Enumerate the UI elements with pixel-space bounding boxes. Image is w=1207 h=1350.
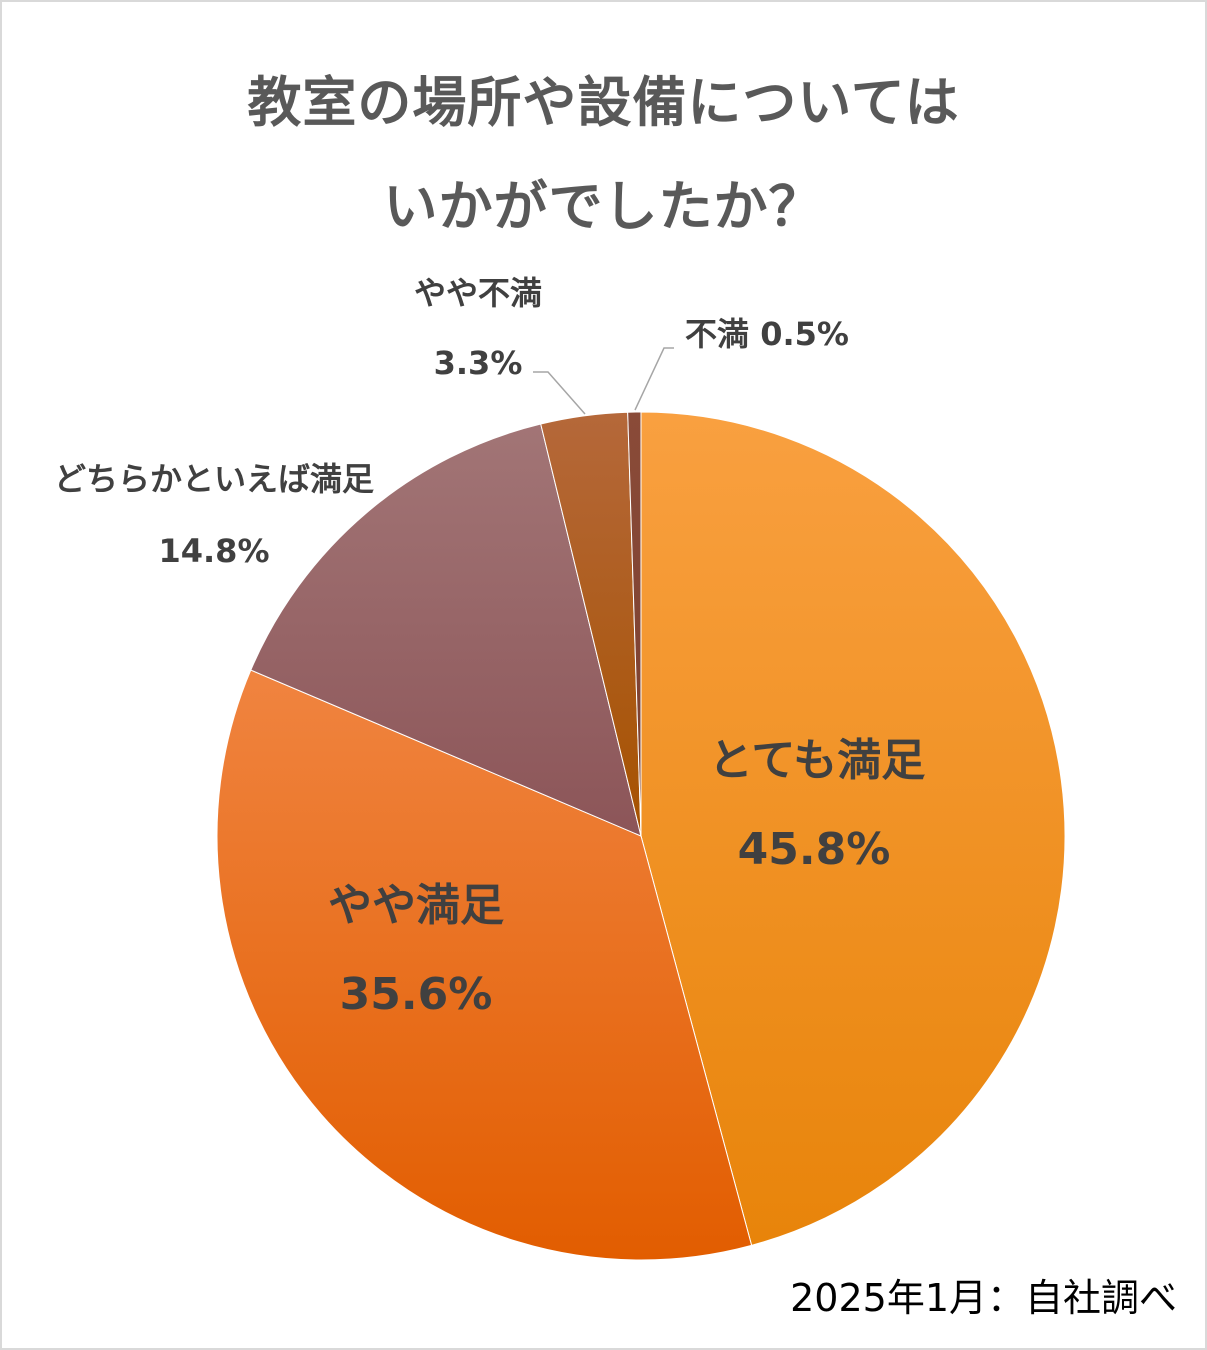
slice-value-label-1: 45.8% xyxy=(738,824,891,875)
slice-name-label-1: とても満足 xyxy=(709,735,925,786)
pie-slices xyxy=(216,411,1066,1261)
pie-slice-5 xyxy=(627,411,642,837)
chart-title-line-2: いかがでしたか？ xyxy=(383,175,824,238)
slice-value-label-3: 14.8% xyxy=(158,532,269,570)
leader-line-5 xyxy=(634,347,674,411)
source-note: 2025年1月：自社調べ xyxy=(790,1276,1177,1320)
slice-name-label-2: やや満足 xyxy=(328,880,504,931)
slice-labels: とても満足 45.8% やや満足 35.6% どちらかといえば満足 14.8% やや不満 3.… xyxy=(54,274,925,1020)
slice-name-label-3: どちらかといえば満足 xyxy=(54,460,374,498)
slice-label-5: 不満 0.5% xyxy=(685,315,849,353)
pie-slice-3 xyxy=(250,423,642,837)
pie-slice-2 xyxy=(216,669,753,1261)
leader-lines xyxy=(533,347,674,415)
slice-value-label-4: 3.3% xyxy=(434,344,523,382)
chart-title-line-1: 教室の場所や設備については xyxy=(247,71,960,134)
slice-value-label-2: 35.6% xyxy=(340,969,493,1020)
leader-line-4 xyxy=(533,371,586,415)
pie-slice-1 xyxy=(640,411,1066,1246)
slice-name-label-4: やや不満 xyxy=(414,274,542,312)
